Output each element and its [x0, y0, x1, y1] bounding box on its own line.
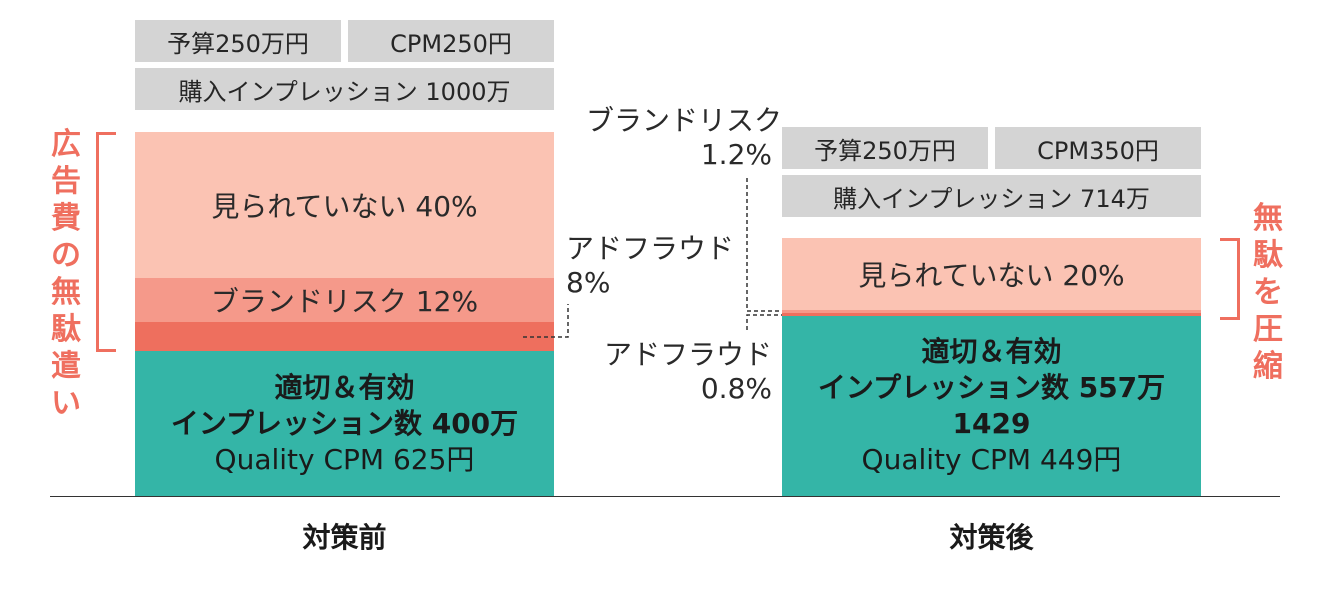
before-cpm-chip: CPM250円 — [348, 20, 554, 62]
reduce-bracket — [1220, 238, 1240, 320]
before-budget-chip: 予算250万円 — [135, 20, 341, 62]
after-cpm-chip: CPM350円 — [995, 127, 1201, 169]
before-effective-impressions: インプレッション数 400万 — [170, 406, 519, 440]
after-brand-pct: 1.2% — [700, 138, 772, 171]
before-ad-fraud-segment — [135, 322, 554, 351]
category-label-before: 対策前 — [302, 521, 387, 554]
after-quality-cpm: Quality CPM 449円 — [861, 443, 1122, 476]
before-effective-segment: 適切＆有効 インプレッション数 400万 Quality CPM 625円 — [135, 351, 554, 496]
after-impressions-chip: 購入インプレッション 714万 — [782, 175, 1201, 217]
before-fraud-leader — [523, 304, 569, 338]
before-fraud-name: アドフラウド — [566, 232, 735, 265]
after-effective-impressions: インプレッション数 557万1429 — [817, 371, 1166, 440]
after-effective-segment: 適切＆有効 インプレッション数 557万1429 Quality CPM 449… — [782, 316, 1201, 496]
after-brand-risk-segment — [782, 310, 1201, 313]
waste-label: 広告費の無駄遣い — [51, 127, 81, 421]
after-callout-leaders — [746, 178, 782, 330]
before-brand-risk-label: ブランドリスク 12% — [210, 285, 479, 318]
after-fraud-pct: 0.8% — [700, 372, 772, 405]
before-quality-cpm: Quality CPM 625円 — [214, 442, 475, 476]
category-label-after: 対策後 — [949, 521, 1034, 554]
after-budget-chip: 予算250万円 — [782, 127, 988, 169]
before-fraud-pct: 8% — [566, 266, 611, 299]
waste-bracket — [96, 132, 116, 352]
before-unseen-segment: 見られていない 40% — [135, 132, 554, 278]
before-effective-title: 適切＆有効 — [274, 370, 415, 404]
before-fraud-callout: アドフラウド 8% — [566, 232, 734, 300]
baseline — [50, 496, 1280, 497]
before-impressions-chip: 購入インプレッション 1000万 — [135, 68, 554, 110]
after-fraud-callout: アドフラウド 0.8% — [586, 338, 772, 406]
after-fraud-name: アドフラウド — [603, 338, 772, 371]
after-ad-fraud-segment — [782, 313, 1201, 316]
after-brand-name: ブランドリスク — [586, 104, 783, 137]
after-effective-title: 適切＆有効 — [921, 335, 1062, 368]
reduce-label: 無駄を圧縮 — [1253, 201, 1283, 384]
after-unseen-segment: 見られていない 20% — [782, 238, 1201, 310]
before-brand-risk-segment: ブランドリスク 12% — [135, 278, 554, 322]
after-unseen-label: 見られていない 20% — [858, 259, 1125, 292]
after-brand-callout: ブランドリスク 1.2% — [586, 104, 783, 172]
before-unseen-label: 見られていない 40% — [211, 190, 478, 223]
